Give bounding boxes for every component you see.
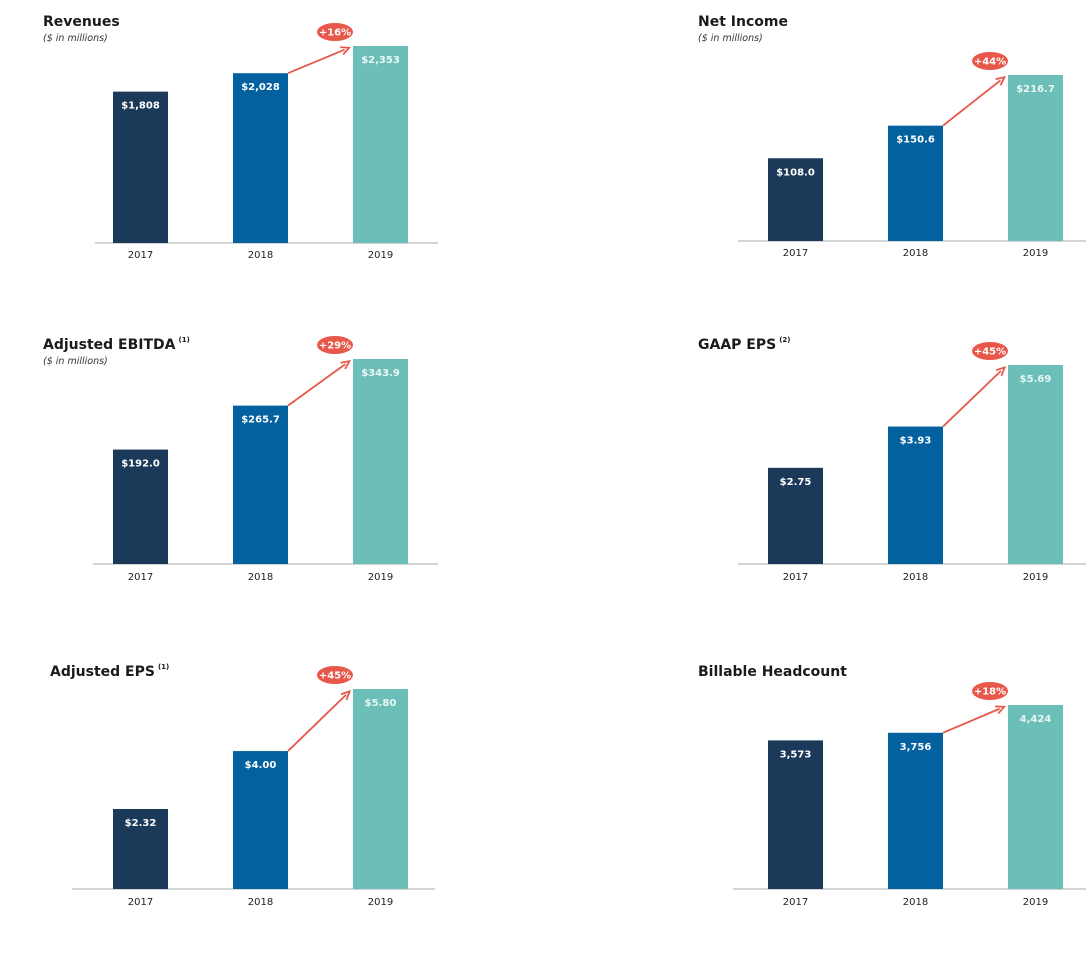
bar-value-label: 3,756 <box>900 742 932 753</box>
growth-arrow-line <box>942 707 1000 734</box>
x-tick-label: 2018 <box>903 897 928 908</box>
chart-revenues: Revenues ($ in millions) $1,808 2017 $2,02… <box>43 14 443 314</box>
bar-2018 <box>888 125 943 241</box>
growth-badge <box>317 23 353 41</box>
bar-2017 <box>113 91 168 243</box>
chart-svg: $2.75 2017 $3.93 2018 $5.69 2019 +45% <box>738 342 1086 583</box>
growth-arrowhead <box>995 365 1007 377</box>
x-tick-label: 2017 <box>128 897 153 908</box>
bar-value-label: $2,353 <box>361 55 400 66</box>
x-tick-label: 2017 <box>783 897 808 908</box>
bar-2019 <box>353 689 408 889</box>
bar-2019 <box>1008 365 1063 564</box>
bar-2017 <box>113 449 168 564</box>
x-tick-label: 2017 <box>128 250 153 261</box>
growth-arrowhead <box>340 359 352 370</box>
bar-value-label: 3,573 <box>780 749 812 760</box>
chart-billable-headcount: Billable Headcount 3,573 2017 3,756 2018 4,4… <box>698 664 1086 964</box>
chart-svg: $108.0 2017 $150.6 2018 $216.7 2019 +44% <box>738 52 1086 259</box>
bar-2019 <box>353 359 408 564</box>
chart-svg: 3,573 2017 3,756 2018 4,424 2019 +18% <box>733 682 1086 908</box>
x-tick-label: 2018 <box>248 897 273 908</box>
growth-badge <box>972 682 1008 700</box>
growth-badge-label: +16% <box>319 28 351 39</box>
growth-arrowhead <box>340 46 352 56</box>
growth-badge <box>972 52 1008 70</box>
growth-badge <box>972 342 1008 360</box>
bar-2017 <box>113 809 168 889</box>
chart-title: Adjusted EPS (1) <box>50 663 170 680</box>
bar-value-label: 4,424 <box>1020 714 1052 725</box>
bar-2017 <box>768 467 823 564</box>
chart-title: GAAP EPS (2) <box>698 336 791 353</box>
bar-value-label: $5.69 <box>1020 374 1052 385</box>
bar-value-label: $265.7 <box>241 415 280 426</box>
bar-value-label: $150.6 <box>896 135 935 146</box>
chart-adjusted-eps: Adjusted EPS (1) $2.32 2017 $4.00 2018 $5.80 2… <box>50 663 450 964</box>
bar-value-label: $4.00 <box>245 760 277 771</box>
chart-svg: $2.32 2017 $4.00 2018 $5.80 2019 +45% <box>72 666 435 908</box>
chart-net-income: Net Income ($ in millions) $108.0 2017 $15… <box>698 14 1086 314</box>
chart-subtitle: ($ in millions) <box>43 356 108 367</box>
chart-gaap-eps: GAAP EPS (2) $2.75 2017 $3.93 2018 $5.69 2019 +… <box>698 336 1086 637</box>
bar-2017 <box>768 740 823 889</box>
bar-2018 <box>233 73 288 243</box>
growth-badge-label: +45% <box>974 347 1006 358</box>
growth-badge-label: +45% <box>319 671 351 682</box>
x-tick-label: 2019 <box>368 897 393 908</box>
x-tick-label: 2018 <box>248 572 273 583</box>
growth-badge <box>317 336 353 354</box>
chart-title: Adjusted EBITDA (1) <box>43 336 190 353</box>
growth-arrowhead <box>995 705 1007 715</box>
growth-arrowhead <box>340 689 352 701</box>
bar-2018 <box>888 426 943 564</box>
x-tick-label: 2018 <box>903 572 928 583</box>
bar-2018 <box>888 732 943 889</box>
x-tick-label: 2017 <box>783 572 808 583</box>
chart-svg: $1,808 2017 $2,028 2018 $2,353 2019 +16% <box>95 23 438 261</box>
chart-title: Net Income <box>698 14 788 30</box>
growth-badge-label: +29% <box>319 341 351 352</box>
growth-badge-label: +44% <box>974 57 1006 68</box>
x-tick-label: 2018 <box>903 248 928 259</box>
chart-adjusted-ebitda: Adjusted EBITDA (1) ($ in millions) $192.… <box>43 336 443 637</box>
bar-value-label: $5.80 <box>365 698 397 709</box>
bar-value-label: $108.0 <box>776 167 815 178</box>
bar-value-label: $3.93 <box>900 436 932 447</box>
x-tick-label: 2019 <box>368 572 393 583</box>
bar-2018 <box>233 751 288 889</box>
chart-title: Billable Headcount <box>698 664 847 680</box>
bar-2019 <box>1008 75 1063 241</box>
growth-arrow-line <box>287 694 347 752</box>
x-tick-label: 2019 <box>1023 897 1048 908</box>
chart-subtitle: ($ in millions) <box>698 33 763 44</box>
growth-arrowhead <box>995 75 1007 86</box>
chart-svg: $192.0 2017 $265.7 2018 $343.9 2019 +29% <box>93 336 438 583</box>
bar-value-label: $343.9 <box>361 368 400 379</box>
growth-arrow-line <box>287 48 345 75</box>
x-tick-label: 2017 <box>128 572 153 583</box>
bar-2017 <box>768 158 823 241</box>
x-tick-label: 2018 <box>248 250 273 261</box>
bar-value-label: $216.7 <box>1016 84 1055 95</box>
x-tick-label: 2017 <box>783 248 808 259</box>
bar-value-label: $2.75 <box>780 477 812 488</box>
bar-value-label: $1,808 <box>121 101 160 112</box>
x-tick-label: 2019 <box>1023 248 1048 259</box>
bar-2019 <box>353 46 408 243</box>
bar-2018 <box>233 405 288 564</box>
x-tick-label: 2019 <box>368 250 393 261</box>
growth-arrow-line <box>942 370 1002 428</box>
growth-arrow-line <box>287 363 346 407</box>
bar-value-label: $2,028 <box>241 82 280 93</box>
bar-2019 <box>1008 705 1063 889</box>
x-tick-label: 2019 <box>1023 572 1048 583</box>
growth-arrow-line <box>942 79 1002 127</box>
bar-value-label: $2.32 <box>125 818 157 829</box>
growth-badge <box>317 666 353 684</box>
growth-badge-label: +18% <box>974 687 1006 698</box>
bar-value-label: $192.0 <box>121 459 160 470</box>
chart-subtitle: ($ in millions) <box>43 33 108 44</box>
chart-title: Revenues <box>43 14 120 30</box>
